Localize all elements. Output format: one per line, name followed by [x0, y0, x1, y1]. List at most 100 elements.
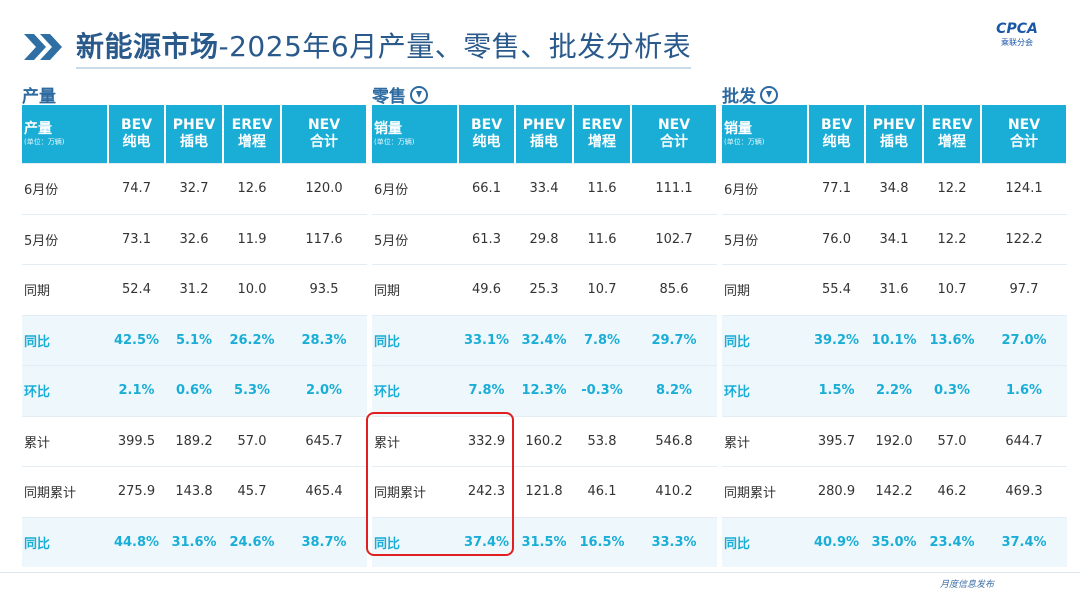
table-row: 6月份 77.1 34.8 12.2 124.1 [722, 163, 1067, 214]
section-label-1: 零售 [372, 82, 428, 107]
table-header-row: 产量 (单位：万辆) BEV 纯电 PHEV 插电 EREV 增程 NEV 合计 [22, 105, 368, 164]
table-cell: 120.0 [281, 163, 367, 214]
table-cell: 73.1 [108, 213, 165, 265]
footer-text: 月度信息发布 [939, 580, 994, 590]
row-label: 累计 [722, 415, 808, 467]
header-cell: NEV 合计 [631, 105, 718, 164]
header-type-name: 增程 [938, 134, 966, 150]
table-cell: 32.6 [165, 213, 223, 265]
header-metric-label: 销量 [724, 121, 752, 137]
header-type-name: 插电 [530, 134, 558, 150]
table-cell: 124.1 [981, 163, 1067, 214]
table-cell: 117.6 [281, 213, 367, 265]
table-row: 累计 332.9 160.2 53.8 546.8 [372, 415, 717, 467]
header-type-name: 纯电 [122, 134, 151, 150]
table-row: 同比 42.5% 5.1% 26.2% 28.3% [22, 314, 367, 366]
row-label: 同期累计 [372, 466, 458, 517]
table-cell: 33.3% [631, 516, 717, 567]
table-cell: 46.1 [573, 466, 631, 517]
table-cell: 16.5% [573, 516, 631, 567]
section-label-text: 零售 [372, 87, 406, 107]
table-row: 环比 7.8% 12.3% -0.3% 8.2% [372, 365, 717, 416]
table-row: 6月份 74.7 32.7 12.6 120.0 [22, 163, 367, 214]
table-cell: 5.3% [223, 365, 281, 416]
header-type-name: 合计 [660, 134, 688, 150]
table-cell: 31.5% [515, 516, 573, 567]
table-cell: 122.2 [981, 213, 1067, 265]
row-label: 同比 [22, 516, 108, 567]
table-cell: 0.6% [165, 365, 223, 416]
row-label: 5月份 [372, 213, 458, 265]
header-cell: BEV 纯电 [458, 105, 516, 164]
table-cell: 7.8% [573, 314, 631, 366]
table-cell: 31.6% [165, 516, 223, 567]
header-type-code: NEV [1007, 117, 1041, 133]
table-cell: 10.7 [923, 264, 981, 315]
table-cell: 142.2 [865, 466, 923, 517]
row-label: 同期 [372, 264, 458, 315]
table-row: 同期 49.6 25.3 10.7 85.6 [372, 264, 717, 315]
down-arrow-circle-icon[interactable] [410, 85, 428, 104]
table-cell: 5.1% [165, 314, 223, 366]
table-cell: 192.0 [865, 415, 923, 467]
table-cell: 34.8 [865, 163, 923, 214]
header-cell-metric: 产量 (单位：万辆) [22, 105, 109, 164]
table-cell: 10.7 [573, 264, 631, 315]
header-metric-label: 产量 [24, 121, 52, 137]
header-cell-metric: 销量 (单位：万辆) [372, 105, 459, 164]
row-label: 同期累计 [22, 466, 108, 517]
row-label: 5月份 [722, 213, 808, 265]
table-cell: 11.6 [573, 163, 631, 214]
header-type-code: BEV [470, 117, 503, 133]
header-type-code: NEV [307, 117, 341, 133]
table-cell: 102.7 [631, 213, 717, 265]
table-cell: 12.2 [923, 163, 981, 214]
table-row: 同期累计 242.3 121.8 46.1 410.2 [372, 466, 717, 517]
table-cell: 644.7 [981, 415, 1067, 467]
table-cell: 2.1% [108, 365, 165, 416]
table-cell: 57.0 [923, 415, 981, 467]
table-cell: 332.9 [458, 415, 515, 467]
header-type-name: 纯电 [822, 134, 851, 150]
row-label: 同期 [722, 264, 808, 315]
header-cell: EREV 增程 [923, 105, 982, 164]
table-row: 6月份 66.1 33.4 11.6 111.1 [372, 163, 717, 214]
footer-divider [0, 572, 1080, 573]
table-cell: 1.6% [981, 365, 1067, 416]
table-cell: 42.5% [108, 314, 165, 366]
table-cell: 410.2 [631, 466, 717, 517]
logo-mark: CPCA [996, 21, 1038, 37]
header-cell: EREV 增程 [223, 105, 282, 164]
header-cell: PHEV 插电 [165, 105, 224, 164]
table-cell: 23.4% [923, 516, 981, 567]
header-type-name: 增程 [238, 134, 266, 150]
table-cell: 7.8% [458, 365, 515, 416]
header-unit-label: (单位：万辆) [24, 138, 65, 146]
row-label: 累计 [372, 415, 458, 467]
table-cell: 85.6 [631, 264, 717, 315]
table-cell: 645.7 [281, 415, 367, 467]
table-cell: 2.0% [281, 365, 367, 416]
table-cell: 52.4 [108, 264, 165, 315]
header-type-code: BEV [120, 117, 153, 133]
table-cell: 11.9 [223, 213, 281, 265]
header-cell: NEV 合计 [281, 105, 368, 164]
page-title: 新能源市场-2025年6月产量、零售、批发分析表 [76, 25, 692, 69]
table-cell: 465.4 [281, 466, 367, 517]
header-type-name: 插电 [880, 134, 908, 150]
table-cell: 242.3 [458, 466, 515, 517]
table-cell: 53.8 [573, 415, 631, 467]
table-cell: 32.4% [515, 314, 573, 366]
table-cell: 74.7 [108, 163, 165, 214]
table-cell: 399.5 [108, 415, 165, 467]
table-cell: 55.4 [808, 264, 865, 315]
row-label: 同比 [22, 314, 108, 366]
down-arrow-circle-icon[interactable] [760, 85, 778, 104]
table-cell: 37.4% [458, 516, 515, 567]
table-cell: 12.3% [515, 365, 573, 416]
row-label: 同期 [22, 264, 108, 315]
table-cell: 12.6 [223, 163, 281, 214]
header-unit-label: (单位：万辆) [374, 138, 415, 146]
row-label: 6月份 [372, 163, 458, 214]
table-cell: 49.6 [458, 264, 515, 315]
